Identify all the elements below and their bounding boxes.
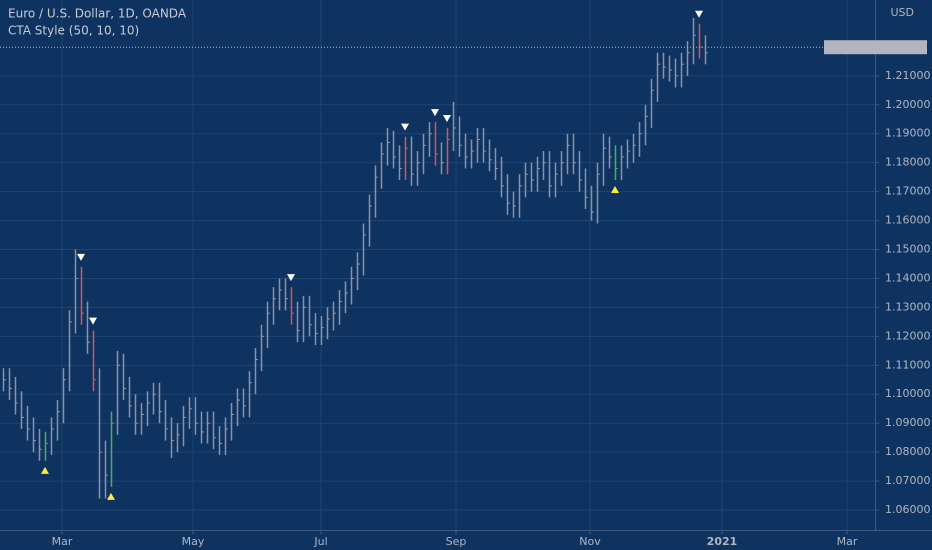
y-tick-label: 1.07000 [885, 474, 931, 487]
indicator-label: CTA Style (50, 10, 10) [8, 24, 139, 38]
currency-label: USD [890, 6, 914, 19]
buy-signal [611, 186, 620, 194]
y-tick-label: 1.21000 [885, 69, 931, 82]
y-tick-label: 1.14000 [885, 271, 931, 284]
sell-signal [431, 109, 440, 117]
sell-signal [695, 10, 704, 18]
y-tick-label: 1.15000 [885, 243, 931, 256]
x-tick-label: May [182, 535, 205, 548]
chart-title: Euro / U.S. Dollar, 1D, OANDA [8, 7, 187, 21]
plot [0, 10, 875, 500]
symbol-label: EURUSD [824, 41, 875, 54]
x-tick-label: Sep [446, 535, 467, 548]
y-tick-label: 1.13000 [885, 300, 931, 313]
sell-signal [401, 123, 410, 131]
sell-signal [443, 114, 452, 122]
y-tick-label: 1.12000 [885, 329, 931, 342]
sell-signal [287, 274, 296, 282]
grid [0, 0, 875, 530]
y-tick-label: 1.11000 [885, 358, 931, 371]
y-tick-label: 1.09000 [885, 416, 931, 429]
buy-signal [41, 466, 50, 474]
x-tick-label: 2021 [707, 535, 738, 548]
x-tick-label: Nov [579, 535, 601, 548]
axes: 1.06000 1.07000 1.08000 1.09000 1.10000 1.110… [52, 40, 931, 548]
price-label: 1.21989 [876, 41, 926, 54]
y-tick-label: 1.17000 [885, 185, 931, 198]
y-tick-label: 1.08000 [885, 445, 931, 458]
buy-signal [107, 492, 116, 500]
y-tick-label: 1.20000 [885, 98, 931, 111]
x-tick-label: Mar [837, 535, 858, 548]
x-tick-label: Jul [313, 535, 327, 548]
y-tick-label: 1.19000 [885, 127, 931, 140]
price-tag [875, 40, 927, 55]
symbol-tag [824, 40, 875, 55]
y-tick-label: 1.16000 [885, 214, 931, 227]
x-tick-label: Mar [52, 535, 73, 548]
sell-signal [77, 253, 86, 261]
y-tick-label: 1.18000 [885, 156, 931, 169]
y-tick-label: 1.06000 [885, 503, 931, 516]
sell-signal [89, 317, 98, 325]
y-tick-label: 1.10000 [885, 387, 931, 400]
